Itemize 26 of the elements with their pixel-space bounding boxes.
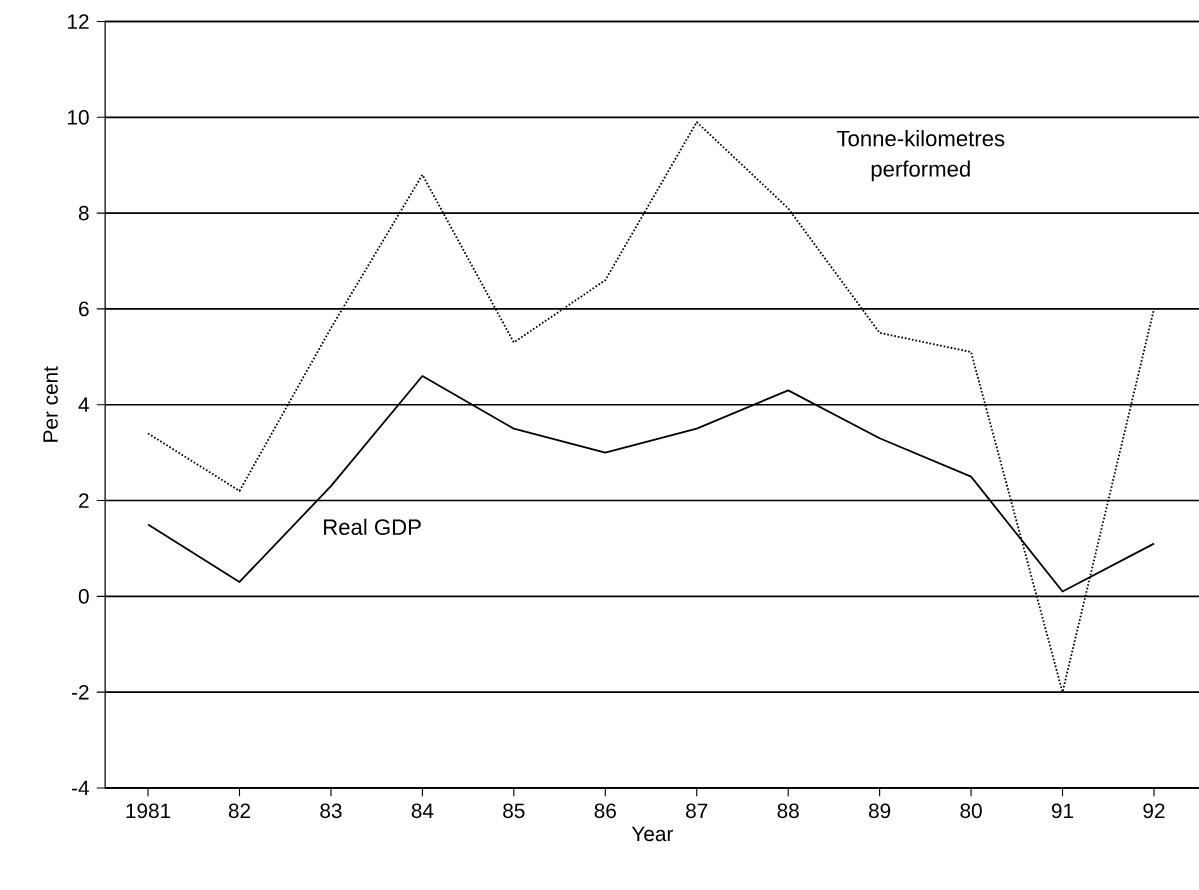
x-tick-label: 86 <box>594 803 616 819</box>
x-tick-label: 89 <box>868 803 891 819</box>
x-axis-title: Year <box>631 826 674 842</box>
line-series <box>147 121 1155 694</box>
y-tick-label: 8 <box>78 205 89 221</box>
x-tick-label: 91 <box>1051 803 1074 819</box>
y-tick-label: 2 <box>79 493 89 508</box>
x-tick-label: 80 <box>960 803 982 819</box>
x-tick-label: 82 <box>228 803 250 819</box>
y-tick-label: -2 <box>72 684 89 700</box>
y-tick-label: 12 <box>68 14 89 29</box>
x-tick-label: 92 <box>1143 803 1165 819</box>
y-tick-label: -4 <box>72 780 89 796</box>
x-tick-label: 1981 <box>126 803 171 819</box>
y-axis-title: Per cent <box>43 366 58 442</box>
y-tick-label: 0 <box>78 588 89 604</box>
x-tick-label: 83 <box>320 803 342 819</box>
y-tick-label: 4 <box>78 397 89 412</box>
x-tick-label: 88 <box>777 803 799 819</box>
y-tick-label: 6 <box>79 301 89 317</box>
x-tick-label: 87 <box>686 803 708 819</box>
text: Tonne-kilometres performed <box>836 130 1005 182</box>
x-tick-label: 84 <box>411 803 434 819</box>
x-tick-label: 85 <box>503 803 525 819</box>
y-tick-label: 10 <box>68 109 89 125</box>
series-label: Real GDP <box>324 518 421 536</box>
